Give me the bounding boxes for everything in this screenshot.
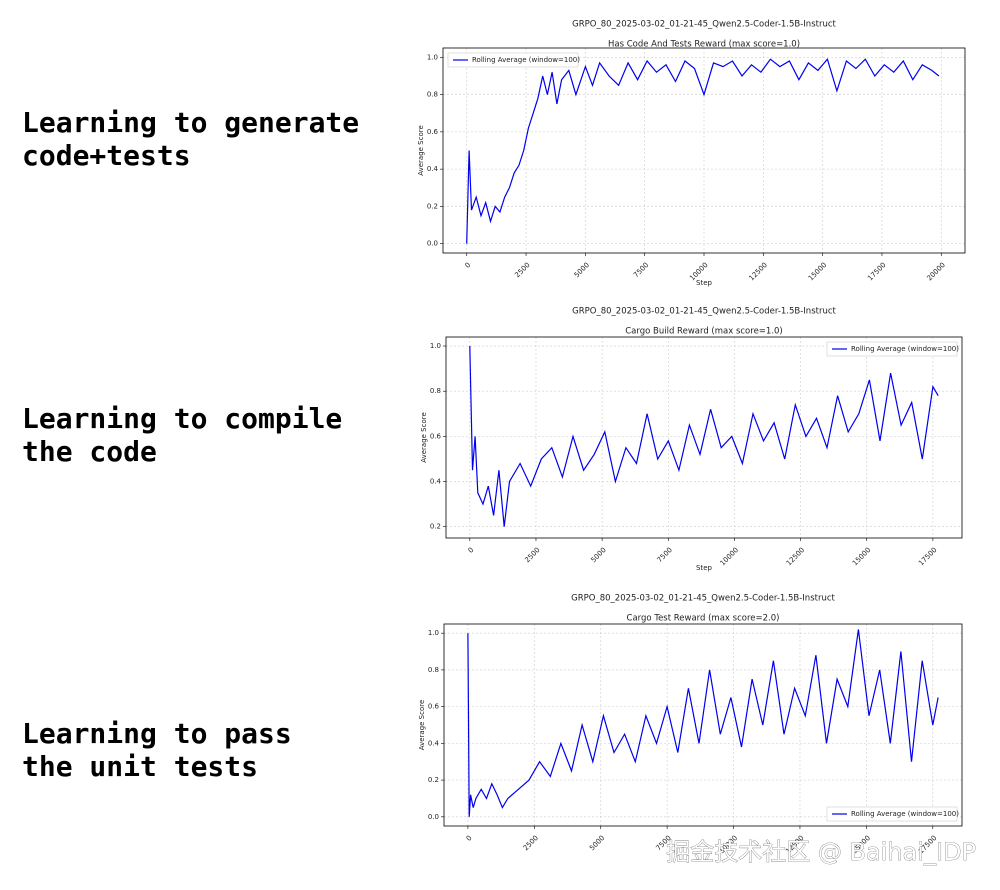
side-label: code+tests xyxy=(22,139,191,172)
legend-box xyxy=(447,52,579,68)
y-tick-label: 1.0 xyxy=(430,342,441,350)
y-tick-label: 0.4 xyxy=(427,165,439,173)
x-tick-label: 5000 xyxy=(590,546,608,564)
y-tick-label: 0.2 xyxy=(427,202,438,210)
side-label: the unit tests xyxy=(22,750,258,783)
y-tick-label: 1.0 xyxy=(428,629,439,637)
x-tick-label: 12500 xyxy=(785,546,806,567)
y-tick-label: 0.6 xyxy=(430,432,442,440)
y-tick-label: 0.6 xyxy=(427,128,439,136)
x-axis-label: Step xyxy=(696,564,712,572)
x-tick-label: 15000 xyxy=(807,261,828,282)
side-label: the code xyxy=(22,435,157,468)
watermark: 掘金技术社区 @ Baihai_IDP xyxy=(666,838,976,866)
data-line xyxy=(469,345,939,527)
y-tick-label: 0.2 xyxy=(428,776,439,784)
x-tick-label: 17500 xyxy=(917,546,938,567)
legend-label: Rolling Average (window=100) xyxy=(851,345,959,353)
y-axis-label: Average Score xyxy=(420,412,428,463)
y-tick-label: 0.8 xyxy=(430,387,441,395)
y-tick-label: 1.0 xyxy=(427,53,438,61)
chart-subtitle: Has Code And Tests Reward (max score=1.0… xyxy=(608,40,800,50)
x-tick-label: 7500 xyxy=(656,546,674,564)
plot-frame xyxy=(442,47,966,254)
side-label: Learning to generate xyxy=(22,106,359,139)
y-tick-label: 0.2 xyxy=(430,523,441,531)
x-tick-label: 10000 xyxy=(719,546,740,567)
x-tick-label: 0 xyxy=(464,261,473,270)
x-tick-label: 2500 xyxy=(513,261,531,279)
y-tick-label: 0.6 xyxy=(428,703,440,711)
plot-frame xyxy=(445,336,963,539)
x-tick-label: 17500 xyxy=(866,261,887,282)
y-tick-label: 0.0 xyxy=(427,240,438,248)
chart-title: GRPO_80_2025-03-02_01-21-45_Qwen2.5-Code… xyxy=(571,594,835,604)
x-tick-label: 5000 xyxy=(588,834,606,852)
x-tick-label: 0 xyxy=(467,546,476,555)
y-axis-label: Average Score xyxy=(418,700,426,751)
data-line xyxy=(467,629,939,817)
x-tick-label: 7500 xyxy=(632,261,650,279)
legend-box xyxy=(826,806,958,822)
chart-subtitle: Cargo Build Reward (max score=1.0) xyxy=(625,327,783,337)
data-line xyxy=(466,57,940,244)
side-label: Learning to pass xyxy=(22,717,292,750)
x-tick-label: 2500 xyxy=(523,546,541,564)
x-tick-label: 0 xyxy=(465,834,474,843)
y-tick-label: 0.4 xyxy=(430,478,442,486)
y-tick-label: 0.4 xyxy=(428,739,440,747)
x-axis-label: Step xyxy=(696,279,712,287)
y-tick-label: 0.8 xyxy=(428,666,439,674)
plot-frame xyxy=(443,623,963,827)
legend-label: Rolling Average (window=100) xyxy=(851,810,959,818)
x-tick-label: 2500 xyxy=(522,834,540,852)
x-tick-label: 20000 xyxy=(926,261,947,282)
chart-title: GRPO_80_2025-03-02_01-21-45_Qwen2.5-Code… xyxy=(572,20,836,30)
legend-label: Rolling Average (window=100) xyxy=(472,56,580,64)
x-tick-label: 15000 xyxy=(851,546,872,567)
x-tick-label: 12500 xyxy=(748,261,769,282)
x-tick-label: 5000 xyxy=(573,261,591,279)
chart-title: GRPO_80_2025-03-02_01-21-45_Qwen2.5-Code… xyxy=(572,307,836,317)
y-tick-label: 0.8 xyxy=(427,91,438,99)
y-tick-label: 0.0 xyxy=(428,813,439,821)
chart-subtitle: Cargo Test Reward (max score=2.0) xyxy=(627,614,780,624)
y-axis-label: Average Score xyxy=(417,125,425,176)
legend-box xyxy=(826,341,958,357)
side-label: Learning to compile xyxy=(22,402,342,435)
